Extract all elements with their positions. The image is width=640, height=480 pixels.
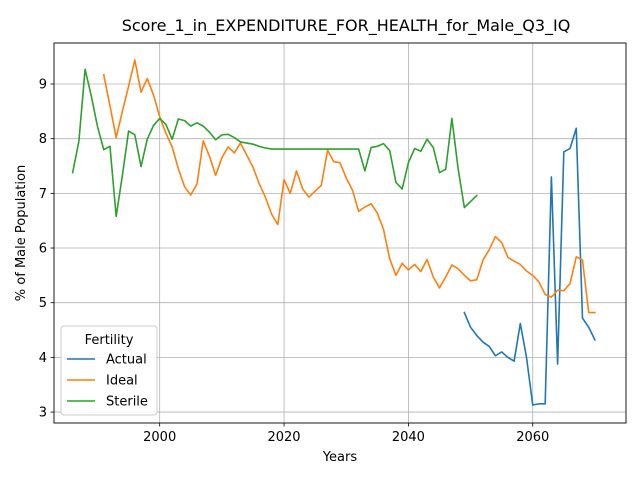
y-tick-label: 9	[39, 78, 47, 93]
y-axis-ticks: 3 4 5 6 7 8 9	[39, 78, 54, 421]
legend-entries: Actual Ideal Sterile	[67, 353, 148, 410]
y-tick-label: 3	[39, 406, 47, 421]
y-axis-label: % of Male Population	[14, 165, 29, 301]
legend-label-ideal: Ideal	[106, 374, 138, 389]
x-tick-label: 2000	[143, 430, 176, 445]
series-line-sterile	[71, 68, 478, 218]
x-tick-label: 2060	[516, 430, 549, 445]
series-line-ideal	[102, 59, 596, 314]
series-line-actual	[463, 127, 596, 406]
plot-frame	[53, 42, 627, 424]
chart-title: Score_1_in_EXPENDITURE_FOR_HEALTH_for_Ma…	[122, 16, 571, 36]
legend-label-actual: Actual	[106, 353, 147, 368]
x-axis-label: Years	[322, 450, 358, 465]
x-tick-label: 2040	[392, 430, 425, 445]
x-tick-label: 2020	[267, 430, 300, 445]
y-tick-label: 7	[39, 187, 47, 202]
legend-label-sterile: Sterile	[106, 395, 148, 410]
y-tick-label: 6	[39, 242, 47, 257]
series-lines	[71, 59, 596, 406]
y-tick-label: 4	[39, 351, 47, 366]
legend: Fertility Actual Ideal Sterile	[60, 325, 158, 416]
y-tick-label: 8	[39, 132, 47, 147]
y-tick-label: 5	[39, 296, 47, 311]
x-axis-ticks: 2000 2020 2040 2060	[143, 423, 549, 445]
legend-title: Fertility	[85, 333, 134, 348]
legend-box	[60, 325, 158, 416]
